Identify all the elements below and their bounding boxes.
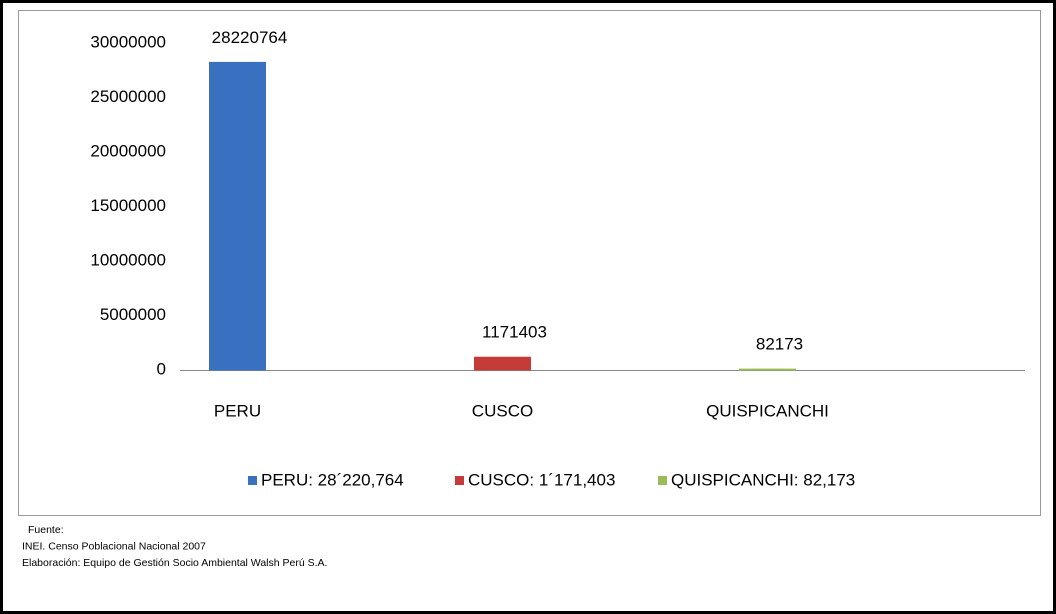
y-tick-label: 20000000 — [90, 141, 166, 160]
value-label: 82173 — [756, 335, 803, 354]
y-tick-label: 0 — [157, 359, 166, 378]
value-label: 1171403 — [482, 323, 547, 342]
y-tick-label: 5000000 — [100, 305, 166, 324]
x-tick-label: PERU — [214, 401, 261, 420]
chart-border — [18, 10, 1041, 516]
bar — [474, 356, 531, 371]
legend-label: QUISPICANCHI: 82,173 — [671, 470, 855, 489]
legend-label: CUSCO: 1´171,403 — [468, 470, 615, 489]
y-tick-label: 25000000 — [90, 87, 166, 106]
bar — [739, 368, 796, 371]
source-note: Elaboración: Equipo de Gestión Socio Amb… — [22, 557, 327, 569]
y-tick-label: 15000000 — [90, 196, 166, 215]
legend-swatch — [455, 476, 464, 485]
source-note: INEI. Censo Poblacional Nacional 2007 — [22, 540, 206, 552]
y-tick-label: 30000000 — [90, 32, 166, 51]
legend-swatch — [248, 476, 257, 485]
bar — [209, 61, 266, 371]
legend-label: PERU: 28´220,764 — [261, 470, 404, 489]
source-note: Fuente: — [28, 524, 64, 536]
x-tick-label: CUSCO — [472, 401, 533, 420]
value-label: 28220764 — [212, 28, 288, 47]
legend-swatch — [658, 476, 667, 485]
x-tick-label: QUISPICANCHI — [706, 401, 829, 420]
y-tick-label: 10000000 — [90, 250, 166, 269]
